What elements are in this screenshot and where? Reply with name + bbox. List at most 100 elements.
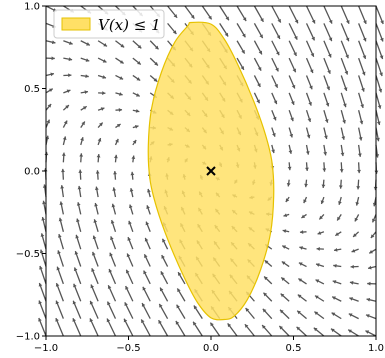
vector-arrow (264, 259, 273, 268)
vector-arrow (358, 110, 364, 125)
vector-arrow (244, 323, 255, 337)
vector-arrow (375, 92, 382, 109)
vector-arrow (305, 127, 311, 139)
vector-arrow (333, 247, 342, 252)
vector-arrow (332, 280, 342, 285)
vector-arrow (375, 127, 380, 142)
vector-arrow (323, 40, 332, 58)
vector-arrow (367, 265, 377, 270)
vector-arrow (271, 92, 278, 105)
vector-arrow (111, 203, 117, 215)
vector-arrow (350, 264, 359, 269)
vector-arrow (127, 236, 134, 250)
vector-arrow (296, 326, 307, 337)
vector-arrow (340, 57, 349, 75)
vector-arrow (253, 92, 261, 104)
vector-arrow (97, 107, 105, 111)
vector-arrow (288, 144, 293, 154)
vector-arrow (80, 137, 84, 146)
vector-arrow (375, 110, 381, 126)
vector-arrow (278, 325, 290, 337)
vector-arrow (97, 40, 108, 47)
x-tick-label: −1.0 (34, 343, 58, 354)
vector-arrow (358, 57, 366, 76)
vector-arrow (331, 296, 342, 302)
vector-arrow (318, 213, 325, 220)
vector-arrow (193, 305, 203, 319)
vector-arrow (288, 92, 295, 106)
vector-arrow (80, 105, 88, 111)
vector-arrow (271, 40, 280, 56)
vector-arrow (128, 204, 134, 215)
vector-arrow (115, 92, 123, 96)
vector-arrow (253, 5, 264, 23)
vector-arrow (317, 231, 325, 235)
vector-arrow (60, 185, 65, 198)
vector-arrow (357, 162, 361, 174)
vector-arrow (132, 139, 137, 146)
vector-arrow (375, 5, 384, 25)
vector-arrow (73, 283, 82, 302)
vector-arrow (61, 152, 66, 163)
vector-arrow (141, 302, 151, 319)
vector-arrow (45, 40, 56, 45)
vector-arrow (281, 245, 290, 250)
vector-arrow (128, 220, 134, 233)
vector-arrow (80, 40, 91, 46)
vector-arrow (236, 40, 246, 54)
vector-arrow (107, 285, 117, 302)
vector-arrow (333, 263, 342, 268)
legend: V(x) ≤ 1 (53, 9, 165, 39)
vector-arrow (55, 282, 64, 302)
vector-arrow (301, 213, 307, 219)
vector-arrow (97, 122, 104, 129)
legend-label: V(x) ≤ 1 (98, 16, 161, 34)
vector-arrow (184, 5, 195, 19)
vector-arrow (253, 23, 264, 39)
vector-arrow (167, 5, 178, 19)
vector-arrow (358, 23, 367, 42)
vector-arrow (192, 321, 203, 337)
vector-arrow (124, 302, 134, 319)
vector-arrow (271, 144, 275, 154)
vector-arrow (263, 292, 273, 302)
vector-arrow (159, 287, 169, 302)
vector-arrow (271, 127, 276, 137)
vector-arrow (149, 74, 158, 83)
vector-arrow (73, 267, 82, 285)
vector-arrow (339, 162, 344, 173)
vector-arrow (355, 196, 360, 206)
vector-arrow (63, 40, 73, 45)
vector-arrow (288, 40, 297, 57)
x-tick-label: 0.5 (286, 343, 302, 354)
vector-arrow (132, 74, 141, 82)
vector-arrow (367, 281, 377, 286)
vector-arrow (340, 144, 345, 157)
vector-arrow (93, 219, 99, 232)
vector-arrow (348, 313, 359, 320)
vector-arrow (132, 109, 140, 113)
vector-arrow (130, 171, 135, 180)
vector-arrow (40, 233, 47, 250)
vector-arrow (74, 250, 82, 267)
vector-arrow (55, 300, 64, 319)
vector-arrow (371, 214, 377, 223)
vector-arrow (338, 179, 343, 189)
vector-arrow (285, 196, 290, 203)
vector-arrow (219, 23, 229, 37)
vector-arrow (287, 162, 292, 171)
vector-arrow (323, 127, 328, 140)
equilibrium-marker (206, 166, 216, 176)
vector-arrow (106, 318, 117, 337)
vector-arrow (113, 171, 117, 180)
y-tick-label: 1.0 (24, 2, 40, 13)
vector-arrow (98, 91, 106, 95)
vector-arrow (110, 236, 117, 250)
vector-arrow (316, 247, 324, 251)
vector-arrow (147, 188, 151, 198)
vector-arrow (357, 144, 362, 157)
vector-arrow (357, 127, 363, 141)
vector-arrow (72, 317, 82, 337)
legend-swatch (61, 17, 91, 31)
vector-arrow (91, 267, 99, 285)
